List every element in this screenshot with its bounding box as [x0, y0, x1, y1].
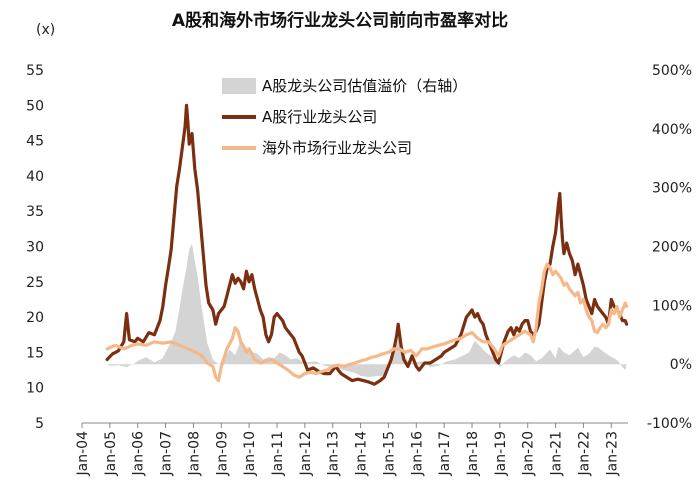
series-area-0 — [107, 243, 627, 378]
y-tick-label: 45 — [26, 134, 44, 150]
legend-swatch-0 — [222, 78, 256, 94]
x-tick-label: Jan-08 — [186, 431, 202, 476]
y2-tick-label: 200% — [652, 240, 692, 256]
y2-tick-label: 500% — [652, 63, 692, 79]
y-tick-label: 35 — [26, 204, 44, 220]
x-tick-label: Jan-06 — [131, 431, 147, 477]
x-tick-label: Jan-09 — [214, 431, 230, 476]
x-tick-label: Jan-18 — [465, 431, 481, 476]
y-tick-label: 5 — [35, 416, 44, 432]
x-tick-label: Jan-05 — [103, 431, 119, 476]
y-tick-label: 50 — [26, 98, 44, 114]
chart-title: A股和海外市场行业龙头公司前向市盈率对比 — [172, 10, 508, 31]
right-y-axis-ticks: -100% 0% 100% 200% 300% 400% 500% — [647, 63, 692, 432]
y-tick-label: 20 — [26, 310, 44, 326]
x-tick-label: Jan-21 — [549, 431, 565, 476]
y2-tick-label: 0% — [670, 357, 692, 373]
x-axis-ticks: Jan-04 Jan-05 Jan-06 Jan-07 Jan-08 Jan-09 Jan-… — [75, 423, 620, 476]
series-line-1 — [105, 103, 629, 386]
y-tick-label: 25 — [26, 275, 44, 291]
y2-tick-label: 300% — [652, 181, 692, 197]
x-tick-label: Jan-07 — [159, 431, 175, 476]
x-tick-label: Jan-14 — [354, 431, 370, 477]
x-tick-label: Jan-20 — [521, 431, 537, 476]
x-tick-label: Jan-23 — [604, 431, 620, 476]
y-tick-label: 40 — [26, 169, 44, 185]
x-tick-label: Jan-17 — [437, 431, 453, 476]
y-tick-label: 10 — [26, 381, 44, 397]
series-layer — [105, 103, 629, 386]
y2-tick-label: -100% — [647, 416, 692, 432]
y-tick-label: 15 — [26, 345, 44, 361]
x-tick-label: Jan-16 — [409, 431, 425, 477]
y2-tick-label: 100% — [652, 298, 692, 314]
x-tick-label: Jan-22 — [576, 431, 592, 476]
plot-area: Jan-04 Jan-05 Jan-06 Jan-07 Jan-08 Jan-09 Jan-… — [26, 63, 692, 476]
legend-label-2: 海外市场行业龙头公司 — [262, 139, 412, 157]
x-tick-label: Jan-04 — [75, 431, 91, 477]
x-tick-label: Jan-10 — [242, 431, 258, 476]
legend-label-0: A股龙头公司估值溢价（右轴） — [262, 77, 467, 95]
y-tick-label: 55 — [26, 63, 44, 79]
x-tick-label: Jan-19 — [493, 431, 509, 476]
legend-label-1: A股行业龙头公司 — [262, 108, 377, 126]
x-tick-label: Jan-13 — [326, 431, 342, 476]
x-tick-label: Jan-12 — [298, 431, 314, 476]
left-y-axis-ticks: 5 10 15 20 25 30 35 40 45 50 55 — [26, 63, 44, 432]
y-tick-label: 30 — [26, 240, 44, 256]
x-tick-label: Jan-11 — [270, 431, 286, 476]
y2-tick-label: 400% — [652, 122, 692, 138]
x-tick-label: Jan-15 — [381, 431, 397, 476]
y-axis-unit-label: (x) — [36, 22, 55, 38]
series-line-2 — [105, 262, 629, 383]
